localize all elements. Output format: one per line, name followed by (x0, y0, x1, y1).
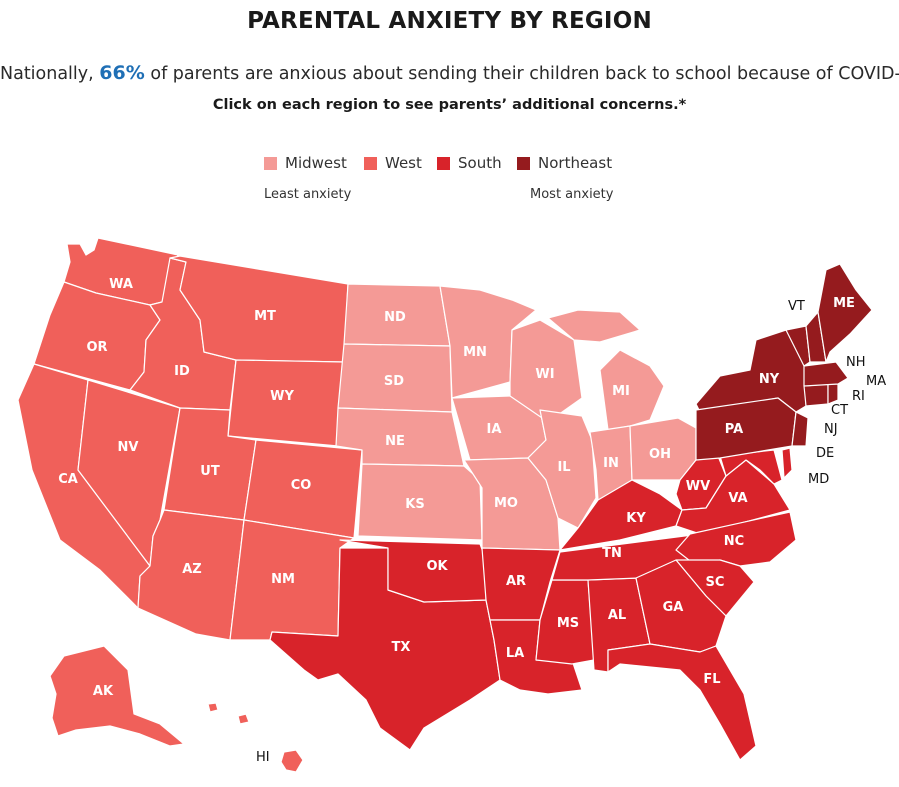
state-ct[interactable] (803, 383, 829, 407)
state-md[interactable] (719, 449, 783, 485)
state-mi-up[interactable] (547, 309, 641, 343)
state-de[interactable] (781, 447, 793, 479)
page-title: PARENTAL ANXIETY BY REGION (247, 8, 652, 34)
legend-label-midwest: Midwest (285, 154, 347, 172)
state-hi-kauai[interactable] (207, 702, 219, 713)
state-me[interactable] (817, 263, 873, 363)
state-nd[interactable] (343, 283, 451, 347)
legend-least-anxiety: Least anxiety (264, 187, 352, 202)
state-label-ma: MA (866, 374, 886, 389)
national-percent: 66% (99, 62, 145, 84)
state-nm[interactable] (229, 519, 355, 641)
state-ak[interactable] (49, 645, 185, 747)
legend-label-northeast: Northeast (538, 154, 613, 172)
legend-item-west[interactable]: West (364, 154, 422, 172)
state-hi-oahu[interactable] (237, 713, 250, 725)
legend-label-south: South (458, 154, 502, 172)
summary-lead-text: Nationally, (0, 64, 94, 84)
state-ri[interactable] (827, 383, 839, 405)
state-label-vt: VT (788, 299, 805, 314)
legend-swatch-south (437, 156, 450, 170)
legend-swatch-northeast (517, 156, 530, 170)
state-ma[interactable] (803, 361, 849, 387)
legend-swatch-midwest (264, 156, 277, 170)
state-mt[interactable] (169, 255, 349, 363)
state-hi[interactable] (280, 749, 304, 773)
state-ny[interactable] (695, 329, 807, 413)
click-instruction: Click on each region to see parents’ add… (212, 97, 687, 113)
region-legend: Midwest West South Northeast (0, 154, 899, 174)
state-label-nh: NH (846, 355, 866, 370)
national-summary: Nationally, 66% of parents are anxious a… (0, 62, 899, 84)
state-label-hi: HI (256, 750, 270, 765)
state-label-ct: CT (831, 403, 848, 418)
legend-item-northeast[interactable]: Northeast (517, 154, 612, 172)
state-label-md: MD (808, 472, 829, 487)
state-ok[interactable] (339, 539, 487, 603)
state-ks[interactable] (357, 463, 483, 541)
state-oh[interactable] (629, 417, 697, 481)
legend-most-anxiety: Most anxiety (530, 187, 614, 202)
state-nj[interactable] (791, 411, 809, 447)
state-fl[interactable] (607, 643, 757, 761)
state-wy[interactable] (227, 359, 345, 447)
state-label-nj: NJ (824, 422, 838, 437)
legend-item-midwest[interactable]: Midwest (264, 154, 347, 172)
legend-swatch-west (364, 156, 377, 170)
state-label-de: DE (816, 446, 834, 461)
state-pa[interactable] (695, 397, 797, 461)
state-wi[interactable] (509, 319, 583, 423)
legend-item-south[interactable]: South (437, 154, 502, 172)
legend-label-west: West (385, 154, 422, 172)
state-sd[interactable] (337, 343, 453, 413)
state-label-ri: RI (852, 389, 865, 404)
state-il[interactable] (527, 409, 597, 529)
summary-body-text: of parents are anxious about sending the… (150, 64, 899, 84)
state-mi[interactable] (599, 349, 665, 431)
